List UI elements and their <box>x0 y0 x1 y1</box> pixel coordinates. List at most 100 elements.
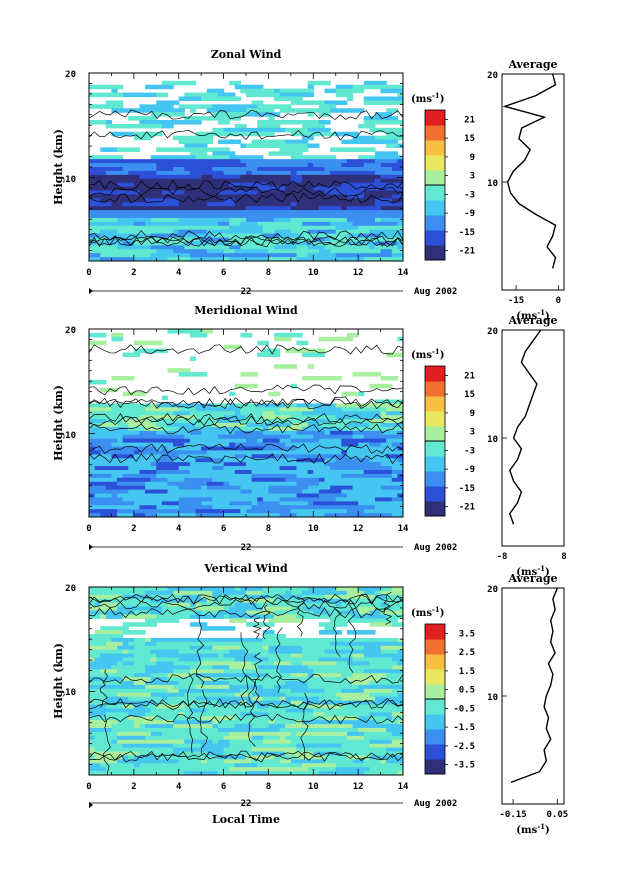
colorbar-tick-label: -3 <box>464 446 475 456</box>
colorbar-swatch <box>425 396 445 412</box>
x-tick-label: 6 <box>221 268 226 278</box>
colorbar: 21 15 9 3 -3 -9 -15 -21 (ms-1) <box>411 347 475 517</box>
colorbar-tick-label: 15 <box>464 390 475 400</box>
month-label: Aug 2002 <box>414 287 457 297</box>
month-label: Aug 2002 <box>414 543 457 553</box>
x-ticks: 0 2 4 6 8 10 12 14 <box>86 72 409 294</box>
colorbar-tick-label: 21 <box>464 371 475 381</box>
colorbar-tick-label: 3 <box>470 172 475 182</box>
panel-title: Meridional Wind <box>194 304 298 317</box>
colorbar-swatch <box>425 366 445 382</box>
colorbar-swatch <box>425 759 445 775</box>
x-tick-label: 8 <box>266 524 271 534</box>
x-tick-label: 10 <box>308 782 319 792</box>
y-tick-label: 20 <box>65 70 76 80</box>
colorbar-swatch <box>425 501 445 517</box>
profile-x-tick: 0 <box>556 296 561 306</box>
heatmap-area <box>89 587 403 775</box>
x-ticks: 0 2 4 6 8 10 12 14 <box>86 328 409 550</box>
colorbar-tick-label: -15 <box>459 484 475 494</box>
colorbar-swatch <box>425 714 445 730</box>
colorbar-swatch <box>425 155 445 171</box>
y-tick-label: 20 <box>65 326 76 336</box>
colorbar-swatch <box>425 125 445 141</box>
panel-meridional: Meridional Wind Height (km) 20 10 0 2 4 6 8 1… <box>52 304 567 578</box>
x-tick-label: 6 <box>221 524 226 534</box>
colorbar-swatch <box>425 140 445 156</box>
profile-x-label: (ms-1) <box>516 822 549 836</box>
x-tick-label: 2 <box>131 268 136 278</box>
y-axis-label: Height (km) <box>52 385 65 461</box>
colorbar-unit: (ms-1) <box>411 91 444 105</box>
colorbar-tick-label: -3.5 <box>453 761 475 771</box>
profile-y-tick: 10 <box>487 435 498 445</box>
month-label: Aug 2002 <box>414 799 457 809</box>
colorbar-swatch <box>425 185 445 201</box>
profile-y-tick: 20 <box>487 327 498 337</box>
profile-y-tick: 10 <box>487 693 498 703</box>
colorbar-tick-label: 1.5 <box>459 667 475 677</box>
x-tick-label: 14 <box>398 268 409 278</box>
colorbar-swatch <box>425 215 445 231</box>
colorbar-unit: (ms-1) <box>411 347 444 361</box>
x-tick-label: 0 <box>86 524 91 534</box>
colorbar-swatch <box>425 381 445 397</box>
colorbar-tick-label: 9 <box>470 409 475 419</box>
profile-frame <box>501 587 565 805</box>
colorbar-tick-label: -21 <box>459 503 475 513</box>
profile-x-tick: -8 <box>497 552 508 562</box>
colorbar-tick-label: -21 <box>459 247 475 257</box>
colorbar-swatch <box>425 669 445 685</box>
profile-title: Average <box>507 572 557 585</box>
x-tick-label: 2 <box>131 524 136 534</box>
x-tick-label: 14 <box>398 524 409 534</box>
colorbar-tick-label: -0.5 <box>453 704 475 714</box>
colorbar-tick-label: 0.5 <box>459 686 475 696</box>
profile-y-tick: 20 <box>487 71 498 81</box>
profile-line <box>502 73 557 269</box>
colorbar-swatch <box>425 200 445 216</box>
x-tick-label: 12 <box>353 524 364 534</box>
colorbar-swatch <box>425 699 445 715</box>
colorbar-unit: (ms-1) <box>411 605 444 619</box>
colorbar-swatch <box>425 441 445 457</box>
colorbar-tick-label: 15 <box>464 134 475 144</box>
colorbar-tick-label: 9 <box>470 153 475 163</box>
colorbar-swatch <box>425 456 445 472</box>
colorbar-swatch <box>425 486 445 502</box>
x-tick-label: 2 <box>131 782 136 792</box>
colorbar-swatch <box>425 684 445 700</box>
profile-x-tick: -15 <box>508 296 524 306</box>
profile-frame <box>501 329 565 547</box>
panel-zonal: Zonal Wind Height (km) 20 10 0 2 4 6 8 10 12 14… <box>52 48 565 322</box>
profile-x-tick: -0.15 <box>500 810 527 820</box>
colorbar-tick-label: -9 <box>464 465 475 475</box>
profile-x-tick: 8 <box>561 552 566 562</box>
y-tick-label: 10 <box>65 431 76 441</box>
x-axis-label: Local Time <box>212 813 280 826</box>
profile-x-tick: 0.05 <box>547 810 569 820</box>
y-tick-label: 20 <box>65 584 76 594</box>
colorbar-tick-label: -1.5 <box>453 723 475 733</box>
x-ticks: 0 2 4 6 8 10 12 14 <box>86 586 409 808</box>
colorbar-swatch <box>425 411 445 427</box>
heatmap-area <box>89 80 403 261</box>
x-tick-label: 12 <box>353 268 364 278</box>
x-tick-label: 10 <box>308 524 319 534</box>
colorbar-swatch <box>425 230 445 246</box>
date-label: 22 <box>241 287 252 297</box>
colorbar-swatch <box>425 245 445 261</box>
profile-y-tick: 10 <box>487 179 498 189</box>
y-axis-label: Height (km) <box>52 643 65 719</box>
x-tick-label: 8 <box>266 782 271 792</box>
profile-title: Average <box>507 58 557 71</box>
profile-title: Average <box>507 314 557 327</box>
y-axis-label: Height (km) <box>52 129 65 205</box>
colorbar-tick-label: 21 <box>464 115 475 125</box>
colorbar-tick-label: -9 <box>464 209 475 219</box>
colorbar-swatch <box>425 624 445 640</box>
date-label: 22 <box>241 799 252 809</box>
